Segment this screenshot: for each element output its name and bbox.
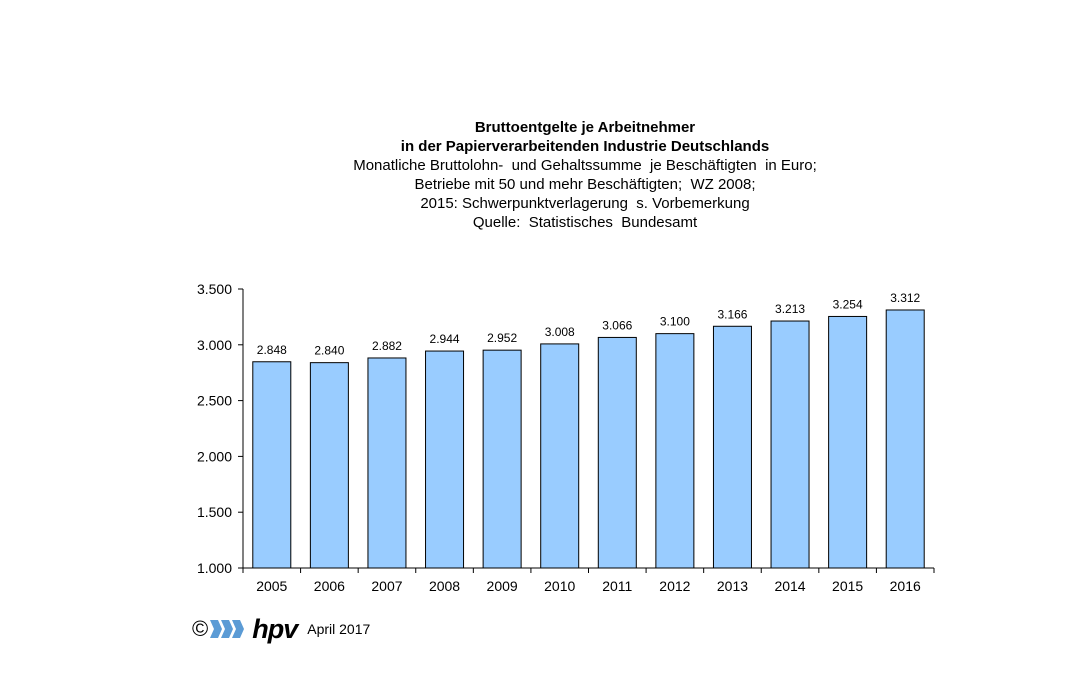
bar-value-label: 3.008 [545, 325, 575, 339]
bar [367, 357, 407, 569]
x-tick-label: 2007 [371, 578, 402, 594]
bar-value-label: 3.213 [775, 302, 805, 316]
x-tick-label: 2011 [602, 578, 632, 594]
bar-value-label: 2.952 [487, 331, 517, 345]
chart-subtitle-line2: Betriebe mit 50 und mehr Beschäftigten; … [414, 176, 756, 193]
y-tick-label: 3.000 [197, 337, 232, 353]
y-tick-label: 2.500 [197, 393, 232, 409]
chart-subtitle-line1: Monatliche Bruttolohn- und Gehaltssumme … [353, 157, 817, 174]
x-tick-label: 2010 [544, 578, 575, 594]
bar [309, 362, 349, 569]
bar-value-label: 3.100 [660, 315, 690, 329]
chart-titles: Bruttoentgelte je Arbeitnehmer in der Pa… [0, 118, 1084, 232]
bar [770, 320, 810, 569]
bar-value-label: 2.882 [372, 339, 402, 353]
x-tick-label: 2009 [487, 578, 518, 594]
bar [252, 361, 292, 569]
bar-value-label: 2.944 [430, 332, 460, 346]
x-tick-label: 2012 [659, 578, 690, 594]
hpv-logo-icon [210, 620, 245, 638]
bar [655, 333, 695, 569]
x-tick-label: 2008 [429, 578, 460, 594]
x-tick-label: 2015 [832, 578, 863, 594]
chart-subtitle-line3: 2015: Schwerpunktverlagerung s. Vorbemer… [420, 195, 750, 212]
copyright-symbol: © [192, 616, 209, 641]
chart-title: Bruttoentgelte je Arbeitnehmer [474, 119, 696, 136]
publication-date: April 2017 [307, 621, 371, 637]
bar-value-label: 3.066 [602, 318, 632, 332]
bar-value-label: 3.254 [833, 297, 863, 311]
y-tick-label: 2.000 [197, 448, 232, 464]
bar [828, 315, 868, 569]
bar-value-label: 3.312 [890, 291, 920, 305]
bar-value-label: 2.848 [257, 343, 287, 357]
hpv-logo-text: hpv [252, 614, 298, 644]
bar-value-label: 2.840 [314, 344, 344, 358]
footer: © hpv April 2017 [192, 614, 370, 644]
chart-title-line2: in der Papierverarbeitenden Industrie De… [400, 138, 770, 155]
bar [540, 343, 580, 569]
bar-value-label: 3.166 [717, 307, 747, 321]
x-tick-label: 2013 [717, 578, 748, 594]
bar [482, 349, 522, 569]
y-tick-label: 1.500 [197, 504, 232, 520]
bar [885, 309, 925, 569]
y-tick-label: 3.500 [197, 281, 232, 297]
x-tick-label: 2014 [774, 578, 805, 594]
x-tick-label: 2016 [890, 578, 921, 594]
bar [597, 336, 637, 569]
chart-source: Quelle: Statistisches Bundesamt [472, 214, 698, 231]
bar [712, 325, 752, 569]
bar [425, 350, 465, 569]
x-tick-label: 2005 [256, 578, 287, 594]
x-tick-label: 2006 [314, 578, 345, 594]
y-tick-label: 1.000 [197, 560, 232, 576]
